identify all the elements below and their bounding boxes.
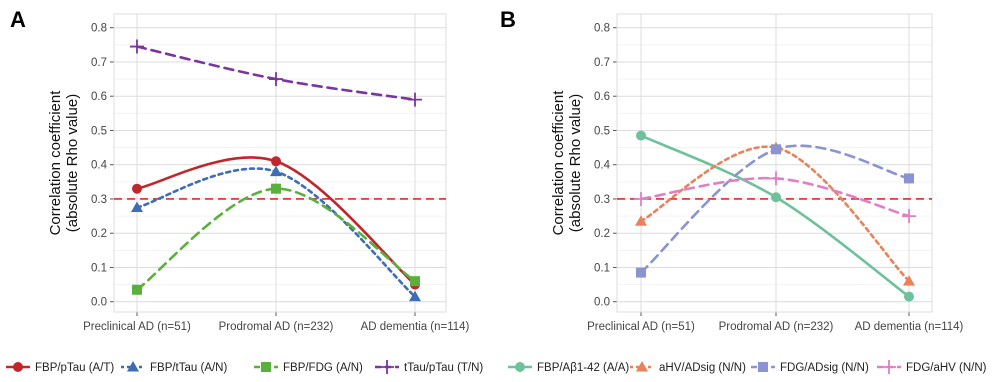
data-point [269,72,283,87]
legend-label: FBP/tTau (A/N) [150,362,227,374]
y-tick-label: 0.7 [594,57,610,69]
y-tick-label: 0.6 [594,91,610,103]
plot-area [617,14,932,312]
data-point [902,209,916,224]
data-point [132,284,142,295]
legend-marker [13,362,23,372]
data-point [636,267,646,278]
y-tick-label: 0.4 [594,160,611,172]
plot-frame [616,13,933,313]
legend-marker [758,362,768,372]
y-tick-label: 0.0 [91,297,107,309]
legend: FBP/pTau (A/T) FBP/tTau (A/N) FBP/FDG (A/N… [6,360,987,374]
y-tick-label: 0.1 [91,262,107,274]
data-point [408,92,422,107]
y-tick-label: 0.2 [594,228,610,240]
legend-item: FBP/pTau (A/T) [6,362,114,374]
x-tick-label: Preclinical AD (n=51) [83,321,191,333]
data-point [271,183,281,194]
x-tick-label: Prodromal AD (n=232) [219,321,334,333]
data-point [131,201,143,213]
y-axis-label: Correlation coefficient [550,90,567,236]
data-point [132,183,142,194]
panel-a: 0.0 0.1 0.2 0.3 0.4 0.5 0.6 0.7 0.8 Preclinical A… [10,7,470,333]
data-point [771,192,781,203]
y-tick-label: 0.6 [91,91,107,103]
legend-item: FBP/tTau (A/N) [121,361,227,374]
panel-label: B [500,7,516,32]
data-point [130,39,144,54]
legend-label: FDG/aHV (N/N) [906,362,987,374]
data-point [904,291,914,302]
legend-item: FDG/aHV (N/N) [877,360,987,374]
x-tick-label: Prodromal AD (n=232) [719,321,834,333]
x-tick-label: Preclinical AD (n=51) [587,321,695,333]
y-axis-label: (absolute Rho value) [64,94,81,232]
panel-b: 0.0 0.1 0.2 0.3 0.4 0.5 0.6 0.7 0.8 Preclinical A… [500,7,964,333]
y-tick-label: 0.5 [91,125,107,137]
y-tick-label: 0.7 [91,57,107,69]
legend-marker [636,361,648,372]
data-point [409,290,421,302]
data-point [771,144,781,155]
legend-marker [380,360,394,374]
data-point [271,156,281,167]
legend-item: FBP/Aβ1-42 (A/A) [508,362,629,374]
legend-item: tTau/pTau (T/N) [375,360,483,374]
legend-marker [515,362,525,372]
legend-marker [127,361,139,372]
y-tick-label: 0.8 [91,23,107,35]
data-point [635,215,647,226]
data-point [904,173,914,184]
y-axis-label: (absolute Rho value) [567,94,584,232]
y-tick-label: 0.5 [594,125,610,137]
y-tick-label: 0.3 [594,194,610,206]
legend-label: FDG/ADsig (N/N) [780,362,869,374]
x-tick-label: AD dementia (n=114) [855,321,964,333]
data-point [634,191,648,206]
legend-label: tTau/pTau (T/N) [404,362,483,374]
legend-marker [261,362,271,372]
data-point [636,130,646,141]
data-point [410,276,420,287]
data-point [903,275,915,286]
panel-label: A [10,7,26,32]
y-tick-label: 0.0 [594,297,610,309]
x-tick-label: AD dementia (n=114) [361,321,470,333]
legend-label: aHV/ADsig (N/N) [659,362,746,374]
y-tick-label: 0.4 [91,160,108,172]
data-point [270,165,282,177]
legend-label: FBP/Aβ1-42 (A/A) [537,362,629,374]
legend-label: FBP/pTau (A/T) [35,362,114,374]
legend-item: FDG/ADsig (N/N) [751,362,869,374]
y-tick-label: 0.8 [594,23,610,35]
legend-marker [882,360,896,374]
y-tick-label: 0.1 [594,262,610,274]
legend-label: FBP/FDG (A/N) [283,362,363,374]
y-axis-label: Correlation coefficient [47,90,64,236]
legend-item: FBP/FDG (A/N) [254,362,363,374]
y-tick-label: 0.2 [91,228,107,240]
legend-item: aHV/ADsig (N/N) [630,361,746,374]
data-point [769,171,783,186]
series-line [639,145,911,283]
plot-frame [113,13,447,313]
y-tick-label: 0.3 [91,194,107,206]
